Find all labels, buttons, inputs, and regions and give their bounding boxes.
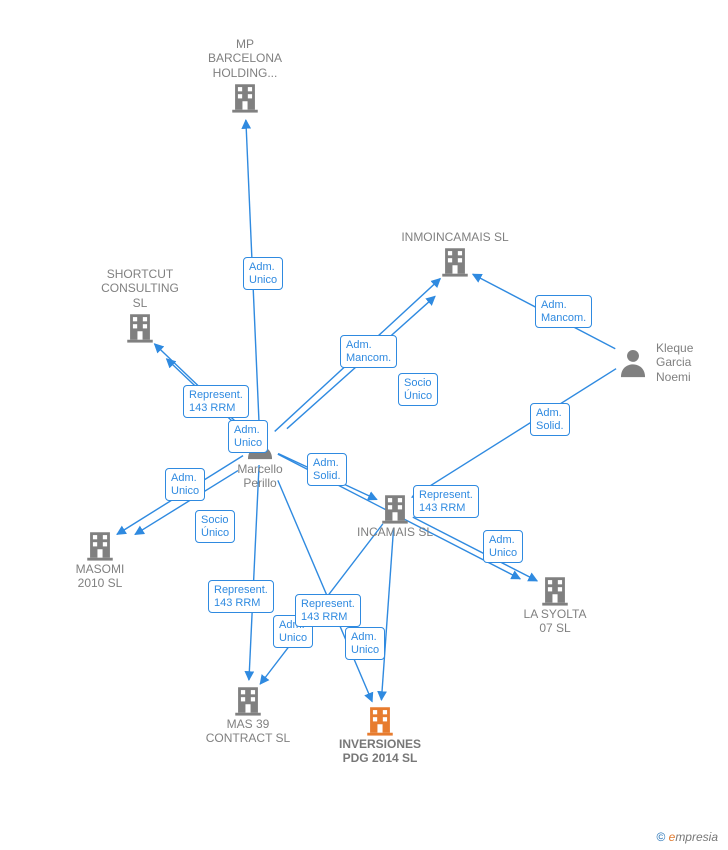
node-label-line: SHORTCUT (80, 267, 200, 281)
node-label-line: Garcia (656, 355, 693, 369)
node-label-line: 07 SL (495, 621, 615, 635)
building-icon (185, 80, 305, 114)
edge-label: Represent.143 RRM (413, 485, 479, 518)
edge-label: Adm.Unico (165, 468, 205, 501)
edge-label: Adm.Unico (483, 530, 523, 563)
node-label: MAS 39CONTRACT SL (188, 717, 308, 746)
edge-line (249, 465, 259, 680)
node-mp_barcelona[interactable]: MPBARCELONAHOLDING... (185, 37, 305, 114)
node-label-line: CONSULTING (80, 281, 200, 295)
node-label: KlequeGarciaNoemi (656, 341, 693, 384)
edge-label: Adm.Unico (228, 420, 268, 453)
edge-line (381, 528, 393, 700)
building-icon (80, 310, 200, 344)
node-label: INVERSIONESPDG 2014 SL (320, 737, 440, 766)
edge-label: Adm.Solid. (307, 453, 347, 486)
node-label-line: LA SYOLTA (495, 607, 615, 621)
building-icon (188, 683, 308, 717)
node-shortcut[interactable]: SHORTCUTCONSULTINGSL (80, 267, 200, 344)
node-label-line: MAS 39 (188, 717, 308, 731)
edge-label: Represent.143 RRM (295, 594, 361, 627)
node-label-line: INVERSIONES (320, 737, 440, 751)
node-la_syolta[interactable]: LA SYOLTA07 SL (495, 573, 615, 636)
edge-label: SocioÚnico (195, 510, 235, 543)
node-label-line: INMOINCAMAIS SL (395, 230, 515, 244)
building-icon (40, 528, 160, 562)
edge-line (412, 369, 616, 498)
node-label: INMOINCAMAIS SL (395, 230, 515, 244)
node-label-line: CONTRACT SL (188, 731, 308, 745)
footer-credit: © empresia (656, 830, 718, 844)
node-label-line: Perillo (200, 476, 320, 490)
edge-label: Adm.Mancom. (535, 295, 592, 328)
node-kleque[interactable]: KlequeGarciaNoemi (616, 341, 693, 384)
node-label-line: MP (185, 37, 305, 51)
edge-label: Adm.Mancom. (340, 335, 397, 368)
node-label-line: HOLDING... (185, 66, 305, 80)
edge-label: Adm.Solid. (530, 403, 570, 436)
node-label-line: Marcello (200, 462, 320, 476)
node-inversiones[interactable]: INVERSIONESPDG 2014 SL (320, 703, 440, 766)
node-label-line: MASOMI (40, 562, 160, 576)
edge-label: SocioÚnico (398, 373, 438, 406)
node-label-line: INCAMAIS SL (335, 525, 455, 539)
node-label: LA SYOLTA07 SL (495, 607, 615, 636)
person-icon (616, 346, 650, 380)
node-label: SHORTCUTCONSULTINGSL (80, 267, 200, 310)
edge-label: Represent.143 RRM (183, 385, 249, 418)
building-icon (395, 244, 515, 278)
node-label-line: Noemi (656, 370, 693, 384)
node-label-line: BARCELONA (185, 51, 305, 65)
building-icon (320, 703, 440, 737)
node-label: MASOMI2010 SL (40, 562, 160, 591)
node-label: MarcelloPerillo (200, 462, 320, 491)
brand-name: empresia (669, 830, 718, 844)
network-canvas: MPBARCELONAHOLDING... INMOINCAMAIS SL SH… (0, 0, 728, 850)
building-icon (495, 573, 615, 607)
node-masomi[interactable]: MASOMI2010 SL (40, 528, 160, 591)
copyright-symbol: © (656, 830, 665, 844)
node-label-line: Kleque (656, 341, 693, 355)
edge-label: Represent.143 RRM (208, 580, 274, 613)
edge-label: Adm.Unico (243, 257, 283, 290)
node-label-line: 2010 SL (40, 576, 160, 590)
node-label-line: PDG 2014 SL (320, 751, 440, 765)
node-label: MPBARCELONAHOLDING... (185, 37, 305, 80)
node-mas39[interactable]: MAS 39CONTRACT SL (188, 683, 308, 746)
node-inmoincamais[interactable]: INMOINCAMAIS SL (395, 230, 515, 278)
node-label: INCAMAIS SL (335, 525, 455, 539)
edge-label: Adm.Unico (345, 627, 385, 660)
node-label-line: SL (80, 296, 200, 310)
